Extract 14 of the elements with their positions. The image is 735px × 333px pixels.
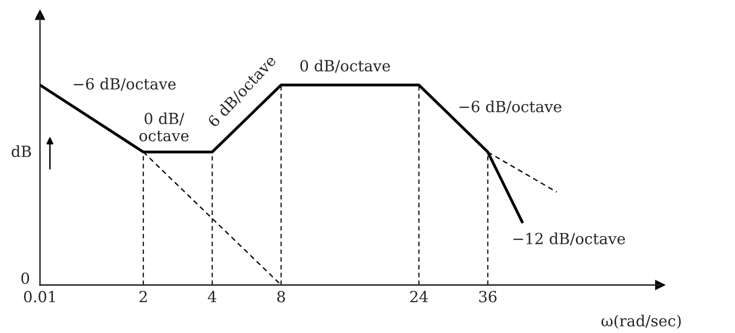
x-tick-label: 8 (277, 290, 285, 302)
x-tick-label: 24 (410, 290, 428, 302)
text: 0 (21, 272, 30, 284)
x-tick-label: 36 (479, 290, 497, 302)
annotation: −12 dB/octave (513, 232, 625, 246)
annotation: 0 dB/ octave (139, 112, 189, 142)
text: 0 dB/octave (300, 60, 390, 73)
y-axis-title: dB (12, 145, 31, 158)
annotation: −6 dB/octave (460, 100, 562, 114)
x-tick-label: 4 (208, 290, 216, 302)
annotation: −6 dB/octave (74, 78, 176, 91)
x-axis-title: ω(rad/sec) (601, 314, 681, 329)
x-tick-label: 2 (140, 290, 147, 302)
x-tick-label: 0.01 (24, 290, 55, 302)
